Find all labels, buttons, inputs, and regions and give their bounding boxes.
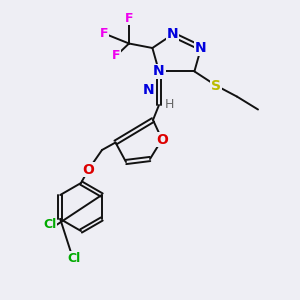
Text: O: O <box>82 163 94 176</box>
Text: Cl: Cl <box>67 252 80 265</box>
Text: Cl: Cl <box>43 218 56 231</box>
Text: F: F <box>100 27 109 40</box>
Text: H: H <box>165 98 174 112</box>
Text: F: F <box>125 11 133 25</box>
Text: S: S <box>211 79 221 92</box>
Text: N: N <box>167 28 178 41</box>
Text: O: O <box>156 133 168 146</box>
Text: F: F <box>112 49 121 62</box>
Text: N: N <box>195 41 207 55</box>
Text: N: N <box>143 83 154 97</box>
Text: N: N <box>153 64 165 78</box>
